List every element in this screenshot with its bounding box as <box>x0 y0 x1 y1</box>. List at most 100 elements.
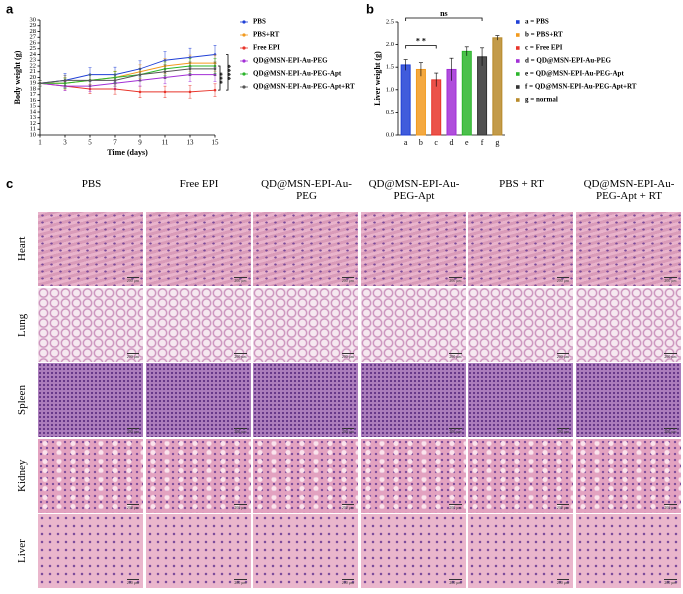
legend-label: e = QD@MSN-EPI-Au-PEG-Apt <box>525 70 624 78</box>
x-tick-label: 1 <box>38 139 42 147</box>
histology-image: 200 μm <box>253 363 358 437</box>
histology-image: 200 μm <box>38 438 143 513</box>
scale-bar: 200 μm <box>556 428 569 434</box>
point <box>188 90 192 94</box>
legend-label: QD@MSN-EPI-Au-PEG-Apt+RT <box>253 83 355 91</box>
legend-marker <box>516 98 520 102</box>
y-tick-label: 11 <box>30 126 36 133</box>
histology-image: 200 μm <box>468 287 573 362</box>
scale-bar: 200 μm <box>556 579 569 585</box>
y-tick-label: 20 <box>30 74 37 81</box>
scale-bar: 200 μm <box>664 503 677 510</box>
y-tick-label: 23 <box>30 57 37 64</box>
y-tick-label: 0.0 <box>386 131 394 138</box>
x-tick-label: c <box>434 138 438 147</box>
series-line <box>39 82 216 93</box>
column-header: QD@MSN-EPI-Au-PEG-Apt <box>368 178 460 202</box>
histology-image: 200 μm <box>145 514 251 588</box>
scale-bar: 200 μm <box>449 352 462 359</box>
error-bar <box>403 59 408 71</box>
y-tick-label: 2.5 <box>386 18 394 25</box>
y-tick-label: 25 <box>30 45 37 52</box>
column-header: PBS + RT <box>499 178 544 190</box>
x-tick-label: 15 <box>212 139 220 147</box>
y-tick-label: 1.5 <box>386 64 394 71</box>
panel-label: b <box>366 1 374 16</box>
point <box>38 81 42 85</box>
x-tick-label: 3 <box>63 139 67 147</box>
column-header: QD@MSN-EPI-Au-PEG-Apt + RT <box>583 178 675 202</box>
legend-label: Free EPI <box>253 44 280 52</box>
scale-bar: 200 μm <box>449 277 462 283</box>
scale-bar: 200 μm <box>664 579 677 585</box>
legend-label: QD@MSN-EPI-Au-PEG-Apt <box>253 70 342 78</box>
legend-label: d = QD@MSN-EPI-Au-PEG <box>525 57 612 65</box>
histology-image: 200 μm <box>145 438 251 513</box>
histology-image: 200 μm <box>575 514 681 588</box>
legend-label: PBS <box>253 18 266 26</box>
annotation: *** <box>218 72 227 84</box>
x-tick-label: 5 <box>88 139 92 147</box>
error-bar <box>480 47 485 66</box>
annotation: **** <box>226 64 235 80</box>
y-tick-label: 0.5 <box>386 109 394 116</box>
y-tick-label: 2.0 <box>386 41 394 48</box>
histology-image: 200 μm <box>360 287 466 362</box>
scale-bar: 200 μm <box>126 503 139 510</box>
scale-bar: 200 μm <box>341 277 354 283</box>
histology-image: 200 μm <box>468 363 573 437</box>
scale-bar: 200 μm <box>556 277 569 283</box>
scale-bar: 200 μm <box>234 579 247 585</box>
scale-bar: 200 μm <box>126 277 139 283</box>
histology-image: 200 μm <box>38 212 143 286</box>
panel-label: c <box>6 176 14 191</box>
point <box>138 90 142 94</box>
y-tick-label: 17 <box>30 91 37 98</box>
scale-bar: 200 μm <box>341 503 354 510</box>
scale-bar: 200 μm <box>664 277 677 283</box>
y-tick-label: 1.0 <box>386 86 394 93</box>
x-tick-label: g <box>495 138 499 147</box>
histology-image: 200 μm <box>360 363 466 437</box>
significance-bracket <box>226 54 229 91</box>
histology-image: 200 μm <box>575 438 681 513</box>
histology-image: 200 μm <box>468 514 573 588</box>
point <box>188 67 192 71</box>
histology-image: 200 μm <box>145 287 251 362</box>
legend-label: QD@MSN-EPI-Au-PEG <box>253 57 328 65</box>
legend-marker <box>516 20 520 24</box>
error-bar <box>449 57 454 81</box>
x-tick-label: f <box>481 138 484 147</box>
y-tick-label: 27 <box>30 34 37 41</box>
y-tick-label: 18 <box>30 85 37 92</box>
y-tick-label: 16 <box>30 97 37 104</box>
y-axis-label: Body weight (g) <box>13 50 22 104</box>
x-tick-label: 11 <box>162 139 169 147</box>
scale-bar: 200 μm <box>449 503 462 510</box>
y-tick-label: 19 <box>30 80 37 87</box>
row-label: Kidney <box>16 459 28 492</box>
histology-image: 200 μm <box>360 438 466 513</box>
scale-bar: 200 μm <box>234 503 247 510</box>
x-tick-label: a <box>404 138 408 147</box>
y-tick-label: 26 <box>30 39 37 46</box>
y-tick-label: 30 <box>30 16 37 23</box>
legend-marker <box>516 85 520 89</box>
histology-image: 200 μm <box>145 212 251 286</box>
y-tick-label: 15 <box>30 103 37 110</box>
x-axis-label: Time (days) <box>107 148 148 157</box>
series-line <box>39 68 215 84</box>
scale-bar: 200 μm <box>234 277 247 283</box>
scale-bar: 200 μm <box>341 352 354 359</box>
y-tick-label: 12 <box>30 120 37 127</box>
scale-bar: 200 μm <box>234 352 247 359</box>
histology-image: 200 μm <box>253 212 358 286</box>
scale-bar: 200 μm <box>664 352 677 359</box>
y-tick-label: 22 <box>30 62 37 69</box>
significance-bracket <box>405 17 483 21</box>
column-header: PBS <box>81 178 102 190</box>
x-tick-label: 9 <box>138 139 142 147</box>
series-line <box>39 74 215 87</box>
scale-bar: 200 μm <box>449 579 462 585</box>
bar <box>431 79 442 136</box>
